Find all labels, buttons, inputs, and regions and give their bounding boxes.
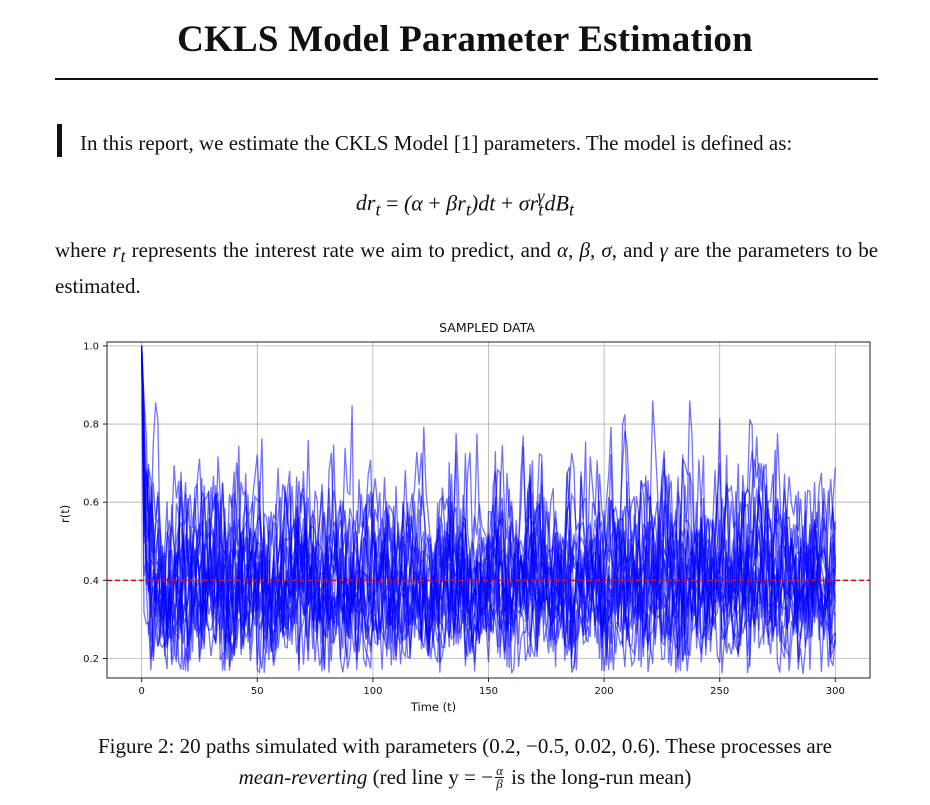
x-tick-label: 0 [138, 686, 144, 697]
where-paragraph: where rt represents the interest rate we… [55, 238, 879, 299]
x-tick-label: 200 [595, 686, 614, 697]
caption-italic: mean-reverting [238, 765, 368, 789]
y-axis-label: r(t) [58, 505, 72, 523]
page-title: CKLS Model Parameter Estimation [177, 19, 753, 60]
chart-series [141, 345, 836, 675]
caption-mid: (red line y = − [367, 765, 494, 789]
chart-ticks: 0 50 100 150 200 250 300 0.2 0.4 0.6 0.8 1.0 [83, 341, 845, 697]
path-line [141, 345, 836, 672]
equation-lhs: drt [355, 190, 381, 220]
path-line [141, 345, 836, 674]
path-line [141, 345, 836, 666]
intro-text: In this report, we estimate the CKLS Mod… [80, 131, 793, 155]
x-tick-label: 100 [363, 686, 382, 697]
path-line [141, 345, 836, 673]
x-tick-label: 300 [826, 686, 845, 697]
sampled-data-chart: SAMPLED DATA 0 50 100 150 200 250 300 0.2 0.4 0.6… [55, 312, 885, 727]
chart-svg: SAMPLED DATA 0 50 100 150 200 250 300 0.2 0.4 0.6… [58, 320, 871, 714]
title-rule [55, 78, 878, 80]
y-tick-label: 0.6 [83, 498, 99, 509]
x-axis-label: Time (t) [410, 700, 456, 714]
x-tick-label: 150 [479, 686, 498, 697]
caption-end: is the long-run mean) [505, 765, 692, 789]
ckls-equation: drt = (α + βrt)dt + σrtγdBt [355, 186, 575, 220]
y-tick-label: 0.4 [83, 576, 99, 587]
y-tick-label: 0.2 [83, 654, 99, 665]
caption-line-1: Figure 2: 20 paths simulated with parame… [97, 734, 833, 758]
x-tick-label: 50 [251, 686, 264, 697]
quote-bar [57, 124, 62, 157]
y-tick-label: 0.8 [83, 420, 99, 431]
y-tick-label: 1.0 [83, 341, 99, 352]
caption-line-2: mean-reverting (red line y = − α β is the … [0, 762, 930, 793]
x-tick-label: 250 [710, 686, 729, 697]
chart-title: SAMPLED DATA [439, 320, 535, 335]
figure-caption: Figure 2: 20 paths simulated with parame… [0, 731, 930, 793]
